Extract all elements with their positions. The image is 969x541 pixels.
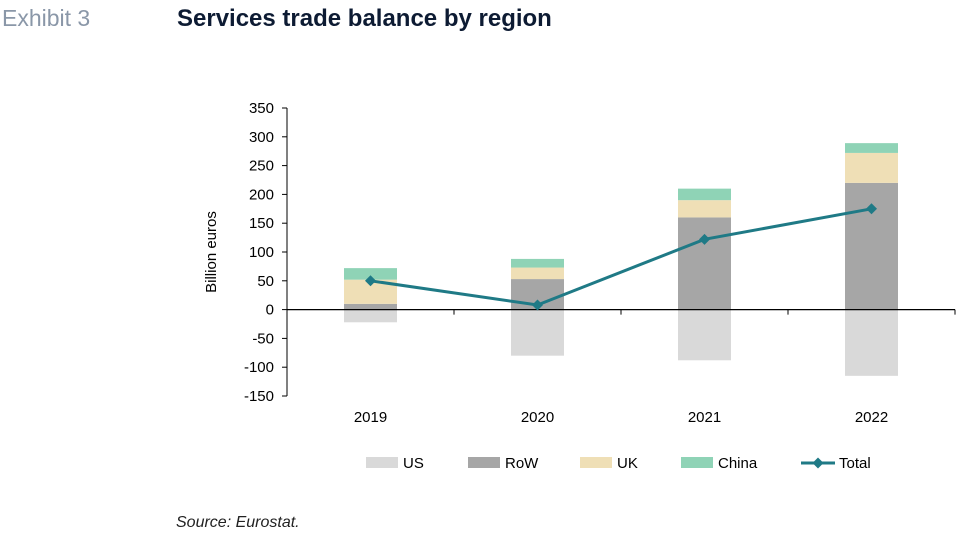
total-point-2022: [866, 203, 877, 215]
legend-label-total: Total: [839, 455, 871, 472]
y-tick-label: 300: [249, 129, 274, 146]
bar-uk-2020: [511, 267, 564, 280]
bar-china-2019: [344, 268, 397, 280]
x-tick-label-2022: 2022: [855, 409, 888, 426]
exhibit-label: Exhibit 3: [2, 5, 91, 31]
x-tick-label-2020: 2020: [521, 409, 554, 426]
legend-swatch-uk: [580, 457, 612, 468]
y-tick-label: 250: [249, 158, 274, 175]
bar-china-2020: [511, 258, 564, 268]
legend-label-row: RoW: [505, 455, 539, 472]
bar-china-2022: [845, 143, 898, 153]
legend-swatch-us: [366, 457, 398, 468]
legend-marker-total: [812, 457, 824, 469]
y-tick-label: -150: [244, 388, 274, 405]
bar-china-2021: [678, 188, 731, 201]
legend-label-us: US: [403, 455, 424, 472]
bar-uk-2021: [678, 200, 731, 218]
y-tick-label: -100: [244, 359, 274, 376]
y-tick-label: 150: [249, 215, 274, 232]
total-point-2019: [365, 275, 376, 287]
legend-swatch-china: [681, 457, 713, 468]
x-tick-label-2021: 2021: [688, 409, 721, 426]
source-note: Source: Eurostat.: [176, 514, 300, 531]
bar-us-2021: [678, 309, 731, 361]
y-tick-label: 100: [249, 244, 274, 261]
bar-us-2022: [845, 309, 898, 376]
bar-us-2019: [344, 309, 397, 323]
legend-label-china: China: [718, 455, 758, 472]
bar-row-2021: [678, 217, 731, 310]
total-point-2020: [532, 299, 543, 311]
legend-swatch-row: [468, 457, 500, 468]
bar-us-2020: [511, 309, 564, 356]
chart-title: Services trade balance by region: [177, 5, 552, 32]
y-axis-title: Billion euros: [203, 211, 220, 293]
bar-row-2022: [845, 182, 898, 310]
y-tick-label: 350: [249, 100, 274, 117]
y-tick-label: 200: [249, 186, 274, 203]
y-tick-label: -50: [252, 330, 274, 347]
total-point-2021: [699, 233, 710, 245]
y-tick-label: 50: [257, 273, 274, 290]
legend-label-uk: UK: [617, 455, 638, 472]
bar-uk-2022: [845, 152, 898, 183]
bar-row-2019: [344, 303, 397, 310]
y-tick-label: 0: [266, 302, 274, 319]
x-tick-label-2019: 2019: [354, 409, 387, 426]
total-line: [370, 207, 872, 307]
